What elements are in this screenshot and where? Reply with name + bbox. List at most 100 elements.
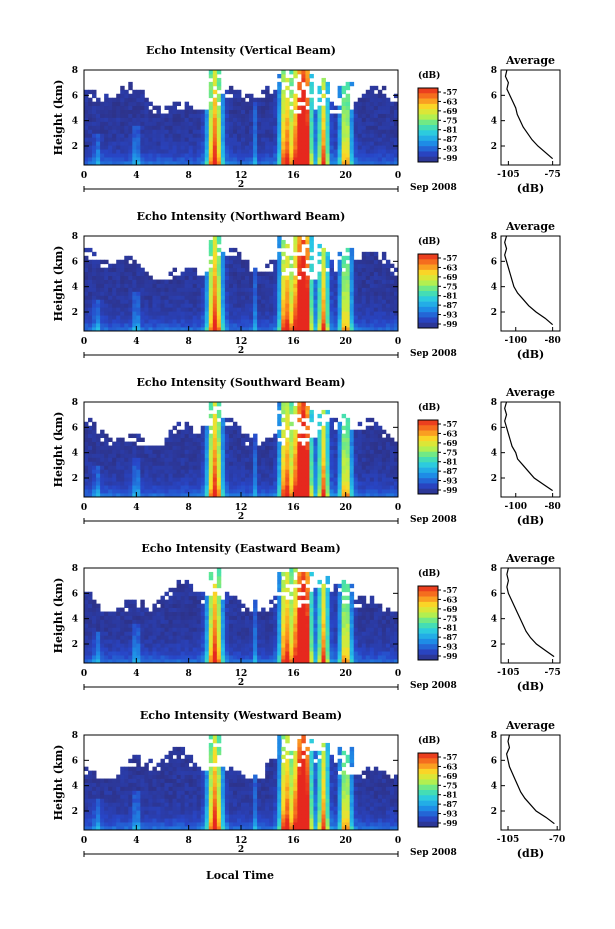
heatmap-cell [361, 303, 367, 308]
heatmap-cell [301, 315, 306, 320]
heatmap-cell [309, 493, 314, 498]
heatmap-cell [301, 477, 306, 482]
heatmap-cell [156, 655, 161, 660]
heatmap-cell [172, 307, 177, 312]
heatmap-cell [269, 101, 274, 107]
heatmap-cell [120, 279, 125, 284]
heatmap-cell [345, 319, 351, 324]
heatmap-cell [228, 287, 234, 292]
heatmap-cell [92, 161, 97, 166]
heatmap-cell [224, 105, 230, 110]
heatmap-cell [108, 437, 113, 442]
heatmap-cell [369, 299, 375, 304]
heatmap-cell [128, 109, 133, 114]
heatmap-cell [180, 315, 186, 320]
heatmap-cell [253, 133, 258, 138]
heatmap-cell [172, 473, 177, 478]
heatmap-cell [257, 137, 262, 142]
heatmap-cell [92, 145, 97, 150]
heatmap-cell [309, 105, 314, 110]
heatmap-cell [168, 457, 173, 462]
heatmap-cell [245, 121, 250, 126]
heatmap-cell [373, 101, 379, 107]
heatmap-cell [164, 437, 169, 442]
heatmap-cell [136, 493, 141, 498]
heatmap-cell [92, 429, 97, 435]
heatmap-cell [357, 271, 363, 276]
heatmap-cell [232, 323, 238, 328]
heatmap-cell [216, 409, 222, 415]
heatmap-cell [285, 77, 290, 83]
heatmap-cell [228, 149, 234, 154]
heatmap-cell [393, 279, 399, 284]
heatmap-cell [88, 263, 93, 269]
heatmap-cell [341, 85, 347, 91]
heatmap-cell [269, 93, 274, 99]
heatmap-cell [373, 307, 379, 312]
heatmap-cell [88, 619, 93, 624]
heatmap-cell [108, 473, 113, 478]
heatmap-cell [273, 303, 278, 308]
heatmap-cell [241, 161, 246, 166]
heatmap-cell [241, 655, 246, 660]
heatmap-cell [188, 595, 194, 601]
heatmap-cell [212, 239, 218, 245]
heatmap-cell [152, 473, 157, 478]
heatmap-cell [236, 129, 242, 134]
heatmap-cell [265, 327, 270, 332]
heatmap-cell [120, 109, 125, 114]
heatmap-cell [160, 489, 165, 494]
heatmap-cell [281, 89, 286, 95]
heatmap-cell [321, 279, 326, 284]
heatmap-cell [172, 299, 177, 304]
heatmap-cell [112, 453, 117, 458]
heatmap-cell [176, 291, 182, 296]
heatmap-cell [208, 243, 214, 249]
heatmap-cell [188, 121, 194, 126]
heatmap-cell [164, 145, 169, 150]
heatmap-cell [301, 145, 306, 150]
heatmap-cell [92, 125, 97, 130]
heatmap-cell [188, 489, 194, 494]
heatmap-cell [132, 485, 137, 490]
heatmap-cell [120, 295, 125, 300]
heatmap-cell [120, 141, 125, 146]
heatmap-cell [269, 121, 274, 126]
heatmap-cell [216, 493, 222, 498]
heatmap-cell [341, 145, 347, 150]
heatmap-cell [212, 413, 218, 419]
heatmap-cell [285, 323, 290, 328]
heatmap-cell [92, 635, 97, 640]
heatmap-cell [108, 153, 113, 158]
heatmap-cell [224, 283, 230, 288]
heatmap-cell [232, 283, 238, 288]
heatmap-cell [172, 655, 177, 660]
heatmap-cell [116, 153, 121, 158]
heatmap-cell [345, 157, 351, 162]
heatmap-cell [168, 295, 173, 300]
heatmap-cell [112, 449, 117, 454]
heatmap-cell [88, 247, 93, 253]
heatmap-cell [269, 445, 274, 450]
heatmap-cell [349, 267, 355, 273]
heatmap-cell [317, 461, 322, 466]
heatmap-cell [116, 137, 121, 142]
day-marker: 2 [238, 180, 244, 190]
heatmap-cell [212, 89, 218, 95]
heatmap-cell [148, 299, 153, 304]
heatmap-cell [168, 461, 173, 466]
heatmap-cell [92, 323, 97, 328]
heatmap-cell [353, 433, 359, 439]
heatmap-cell [393, 129, 399, 134]
heatmap-cell [152, 651, 157, 656]
heatmap-cell [216, 473, 222, 478]
heatmap-cell [176, 579, 182, 585]
heatmap-cell [265, 315, 270, 320]
heatmap-cell [140, 149, 145, 154]
heatmap-cell [132, 623, 137, 628]
heatmap-cell [204, 433, 210, 439]
heatmap-cell [104, 141, 109, 146]
heatmap-cell [172, 631, 177, 636]
heatmap-cell [168, 655, 173, 660]
heatmap-cell [232, 153, 238, 158]
